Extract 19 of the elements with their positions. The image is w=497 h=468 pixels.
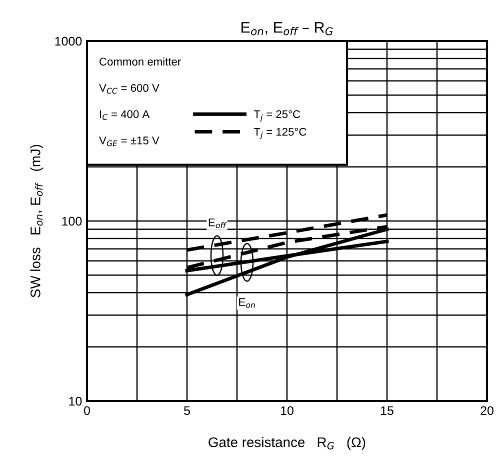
annotation: I$_{C}$ = 400 A	[100, 110, 150, 120]
y-axis-title: SW loss E$_{on}$, E$_{off}$ (mJ)	[30, 144, 44, 298]
y-tick-label: 1000	[55, 36, 82, 46]
x-tick-label: 5	[184, 406, 190, 416]
chart-title: E$_{on}$, E$_{off}$ – R$_{G}$	[242, 22, 333, 36]
annotation: V$_{GE}$ = ±15 V	[99, 136, 160, 146]
y-tick-label: 10	[69, 396, 82, 406]
text: Gate resistance R$_{G}$ (Ω)	[208, 436, 366, 450]
annotation: E$_{off}$	[208, 218, 227, 228]
x-tick-label: 20	[480, 406, 494, 416]
y-tick-label: 100	[62, 216, 82, 226]
legend-label: T$_{j}$ = 125°C	[254, 128, 306, 140]
x-tick-label: 10	[281, 406, 294, 416]
annotation: V$_{CC}$ = 600 V	[99, 84, 160, 94]
annotation: E$_{on}$	[239, 298, 255, 308]
legend-label: T$_{j}$ = 25°C	[254, 110, 300, 122]
x-tick-label: 15	[381, 406, 394, 416]
x-tick-label: 0	[84, 406, 90, 416]
annotation: Common emitter	[100, 57, 181, 66]
